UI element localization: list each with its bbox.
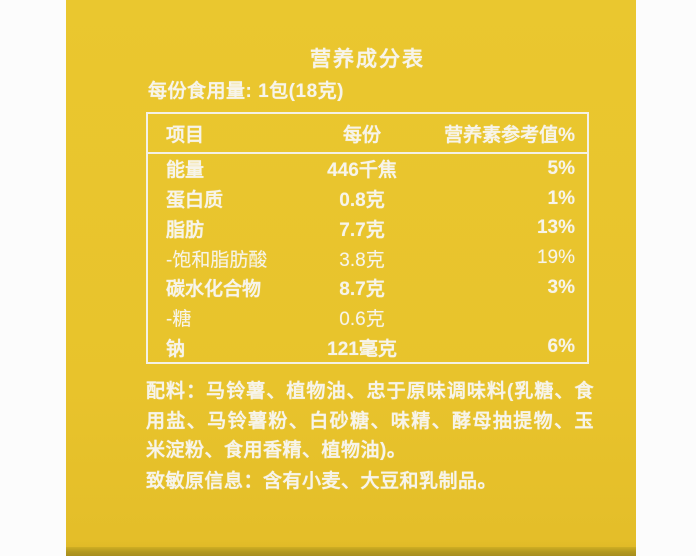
nutrient-name: 碳水化合物 <box>166 279 262 301</box>
nutrient-amount: 0.6克 <box>339 308 385 330</box>
nutrient-name: 能量 <box>166 160 205 182</box>
header-nrv: 营养素参考值% <box>444 124 575 146</box>
nutrition-table: 项目 每份 营养素参考值% 能量 446千焦 5% 蛋白质 0.8克 1% 脂肪… <box>146 112 589 364</box>
nutrient-name: 蛋白质 <box>166 190 224 212</box>
nutrient-nrv: 13% <box>536 217 575 239</box>
nutrition-title: 营养成分表 <box>310 48 425 71</box>
table-row-sodium: 钠 121毫克 6% <box>148 332 587 362</box>
package-panel: 营养成分表 每份食用量: 1包(18克) 项目 每份 营养素参考值% 能量 44… <box>66 0 636 556</box>
table-row-fat: 脂肪 7.7克 13% <box>148 213 587 243</box>
nutrient-amount: 0.8克 <box>339 190 385 212</box>
nutrient-nrv: 5% <box>547 157 575 179</box>
header-item: 项目 <box>166 124 205 146</box>
serving-size-line: 每份食用量: 1包(18克) <box>148 81 344 102</box>
ingredients-text: 配料：马铃薯、植物油、忠于原味调味料(乳糖、食用盐、马铃薯粉、白砂糖、味精、酵母… <box>146 381 594 461</box>
nutrient-amount: 3.8克 <box>339 249 385 271</box>
header-per-serving: 每份 <box>342 124 381 146</box>
nutrient-amount: 8.7克 <box>339 279 385 301</box>
nutrient-nrv: 3% <box>547 276 575 298</box>
nutrient-amount: 446千焦 <box>327 160 397 182</box>
table-row-protein: 蛋白质 0.8克 1% <box>148 184 587 214</box>
nutrient-nrv: 1% <box>547 187 575 209</box>
nutrient-nrv: 6% <box>547 336 575 358</box>
nutrition-table-header: 项目 每份 营养素参考值% <box>148 114 587 154</box>
table-row-energy: 能量 446千焦 5% <box>148 154 587 184</box>
nutrient-name: -饱和脂肪酸 <box>166 249 268 271</box>
nutrient-name: -糖 <box>166 308 192 330</box>
nutrient-name: 脂肪 <box>166 219 205 241</box>
table-row-sugar: -糖 0.6克 <box>148 303 587 333</box>
panel-bottom-shadow <box>66 547 636 556</box>
nutrient-amount: 7.7克 <box>339 219 385 241</box>
allergen-text: 致敏原信息：含有小麦、大豆和乳制品。 <box>146 471 498 492</box>
table-row-saturated-fat: -饱和脂肪酸 3.8克 19% <box>148 243 587 273</box>
nutrient-amount: 121毫克 <box>327 338 397 360</box>
table-row-carbohydrate: 碳水化合物 8.7克 3% <box>148 273 587 303</box>
nutrient-nrv: 19% <box>536 247 575 269</box>
nutrient-name: 钠 <box>166 338 186 360</box>
